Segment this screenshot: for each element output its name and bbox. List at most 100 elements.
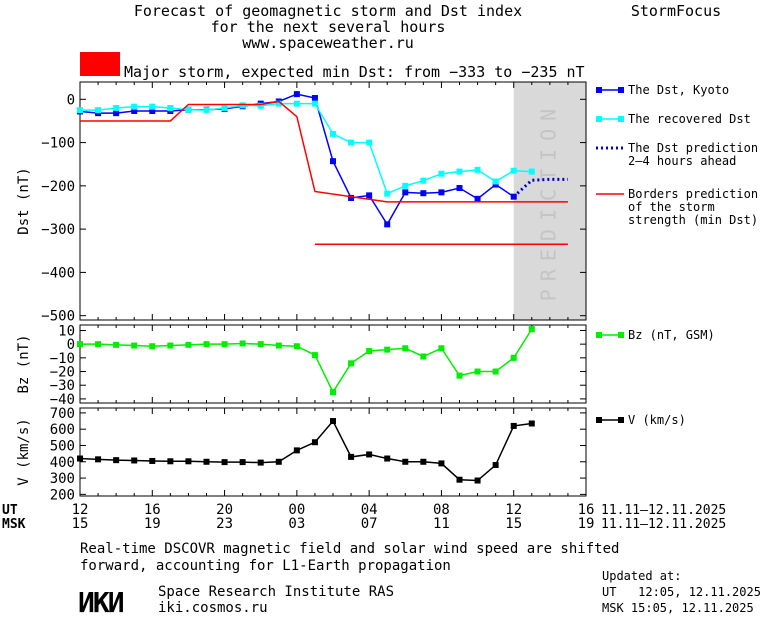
- dst-series-0-point: [330, 158, 336, 165]
- v-series-0-point: [131, 457, 138, 464]
- bz-series-0-line: [80, 328, 533, 394]
- dst-series-1-point: [293, 100, 300, 107]
- legend: The Dst, Kyoto The recovered Dst The Dst p…: [596, 83, 758, 427]
- ut-tick-label: 20: [216, 502, 233, 518]
- v-series-0-point: [348, 453, 355, 460]
- v-series-0-point: [528, 420, 535, 427]
- dst-series-1-point: [257, 102, 264, 109]
- v-series-0-point: [420, 458, 427, 465]
- bz-series-0-point: [275, 342, 282, 349]
- legend-dst-3-label: Borders prediction: [628, 187, 758, 201]
- dst-series-1-point: [95, 107, 102, 114]
- bz-ytick-label: −40: [50, 392, 75, 408]
- legend-dst-0-marker: [618, 87, 624, 93]
- v-ytick-label: 400: [50, 455, 75, 471]
- dst-ytick-label: −500: [41, 309, 75, 325]
- dst-series-1-point: [528, 168, 535, 175]
- prediction-band: [513, 82, 586, 320]
- dst-series-3-line: [80, 100, 568, 203]
- bz-series-0-point: [474, 368, 481, 375]
- bz-series-0-point: [113, 341, 120, 348]
- legend-dst-1-label: The recovered Dst: [628, 112, 751, 126]
- msk-tick-label: 19: [578, 516, 595, 532]
- v-series-0-point: [95, 456, 102, 463]
- v-series-0-point: [221, 459, 228, 466]
- bz-series-0-point: [203, 341, 210, 348]
- dst-series-0-point: [474, 195, 481, 202]
- dst-series-1-point: [420, 177, 427, 184]
- v-ytick-label: 700: [50, 406, 75, 422]
- v-series-0-point: [275, 458, 282, 465]
- bz-ytick-label: −10: [50, 351, 75, 367]
- bz-series-0-point: [384, 346, 391, 353]
- dst-series-0-point: [456, 185, 463, 192]
- v-series-0-point: [239, 459, 246, 466]
- bz-series-0-point: [221, 341, 228, 348]
- v-series-0-point: [293, 447, 300, 454]
- bz-series-0-point: [456, 372, 463, 379]
- bz-series-0-point: [528, 326, 535, 333]
- legend-bz-0-marker: [596, 332, 602, 338]
- v-series-0-point: [203, 458, 210, 465]
- dst-series-1-point: [402, 182, 409, 189]
- bz-series-0-point: [77, 341, 83, 348]
- bz-panel: 100−10−20−30−40 Bz (nT): [16, 323, 587, 408]
- msk-tick-label: 23: [216, 516, 233, 532]
- dst-series-1-point: [330, 130, 336, 137]
- dst-series-1-point: [131, 103, 138, 110]
- legend-v-0-label: V (km/s): [628, 413, 686, 427]
- dst-series-1-point: [366, 139, 373, 146]
- dst-series-0-point: [492, 181, 499, 188]
- bz-ylabel: Bz (nT): [16, 334, 32, 393]
- dst-series-0-point: [167, 107, 174, 114]
- dst-ylabel: Dst (nT): [16, 167, 32, 234]
- ut-tick-label: 16: [144, 502, 161, 518]
- legend-bz-0-marker: [618, 332, 624, 338]
- v-series-0-point: [492, 462, 499, 469]
- dst-series-1-point: [384, 190, 391, 197]
- bz-series-0-point: [185, 341, 192, 348]
- v-series-0-point: [113, 457, 120, 464]
- legend-dst-2-label: The Dst prediction: [628, 141, 758, 155]
- dst-series-1-point: [474, 166, 481, 173]
- v-series-0-point: [366, 451, 373, 458]
- dst-series-0-point: [95, 110, 102, 117]
- dst-series-1-point: [492, 178, 499, 185]
- legend-v-0-marker: [596, 417, 602, 423]
- v-series-0-point: [510, 422, 517, 429]
- bz-series-0-point: [167, 342, 174, 349]
- dst-series-1-point: [438, 170, 445, 177]
- dst-series-1-point: [149, 103, 156, 110]
- v-series-0-point: [149, 457, 156, 464]
- bz-series-0-point: [492, 368, 499, 375]
- bz-series-0-point: [348, 360, 355, 367]
- dst-series-0-point: [311, 95, 318, 102]
- bz-ytick-label: −30: [50, 378, 75, 394]
- v-ytick-label: 300: [50, 471, 75, 487]
- dst-series-1-point: [221, 104, 228, 111]
- iki-logo: ИКИ: [78, 586, 124, 619]
- bz-series-0-point: [95, 341, 102, 348]
- dst-ytick-label: −300: [41, 222, 75, 238]
- v-ytick-label: 200: [50, 487, 75, 503]
- bz-series-0-point: [257, 341, 264, 348]
- legend-dst-3-label: of the storm: [628, 200, 715, 214]
- bz-series-0-point: [239, 340, 246, 347]
- msk-tick-label: 15: [505, 516, 522, 532]
- chart-title-line-1: Forecast of geomagnetic storm and Dst in…: [134, 2, 522, 20]
- bz-ytick-label: 10: [58, 323, 75, 339]
- legend-dst-1-marker: [618, 116, 624, 122]
- bz-series-0-point: [366, 348, 373, 354]
- v-series-0-point: [456, 476, 463, 483]
- v-series-0-point: [311, 439, 318, 446]
- dst-series-0-point: [438, 189, 445, 196]
- dst-series-0-point: [293, 91, 300, 98]
- ut-tick-label: 12: [505, 502, 522, 518]
- v-ytick-label: 500: [50, 438, 75, 454]
- bz-series-0-point: [311, 352, 318, 359]
- chart-title-url: www.spaceweather.ru: [242, 34, 414, 52]
- legend-dst-1-marker: [596, 116, 602, 122]
- dst-ytick-label: −400: [41, 265, 75, 281]
- ut-tick-label: 16: [578, 502, 595, 518]
